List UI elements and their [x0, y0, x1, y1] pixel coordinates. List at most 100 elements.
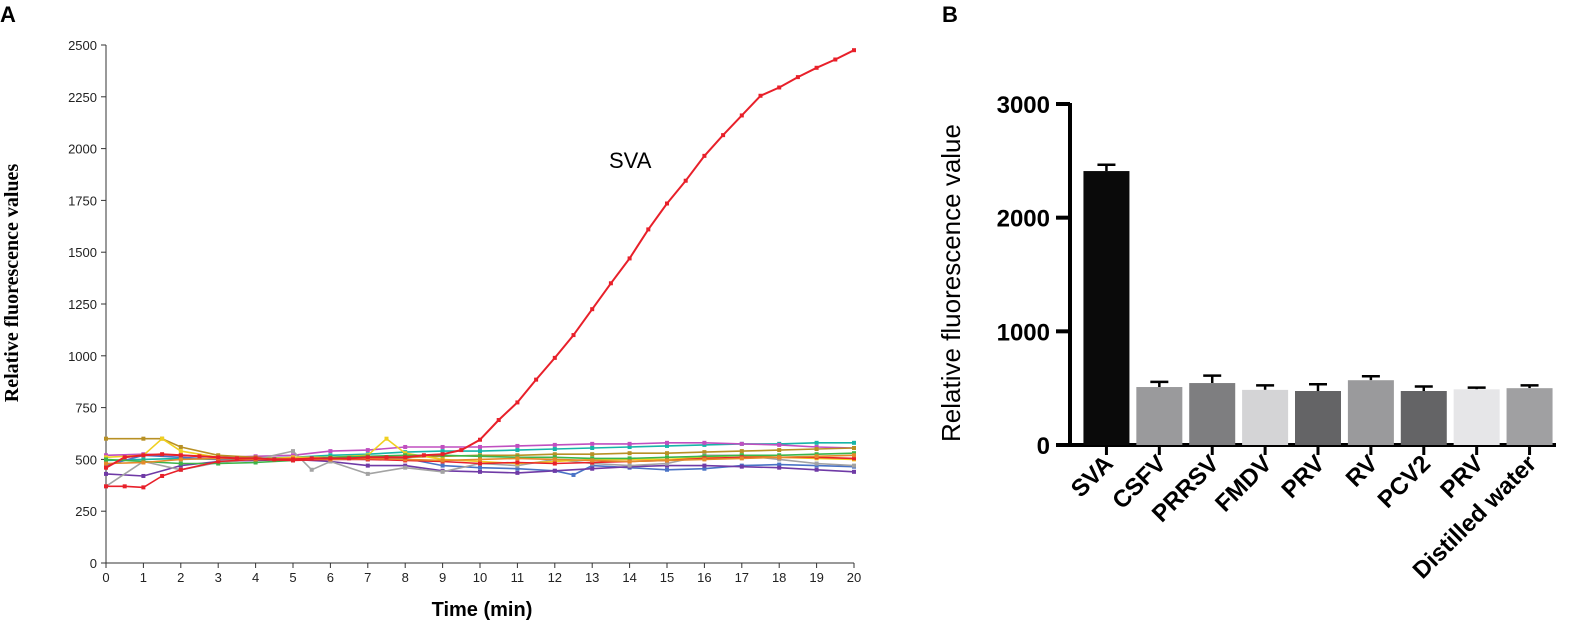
- y-tick-label-a: 1000: [68, 349, 97, 364]
- data-point-SVA: [608, 281, 613, 286]
- x-tick-label-a: 17: [735, 570, 749, 585]
- data-point-negative-8: [777, 453, 782, 458]
- data-point-negative-8: [478, 454, 482, 459]
- data-point-negative-5: [702, 463, 707, 468]
- data-point-negative-10: [852, 453, 856, 458]
- data-point-negative-9: [852, 456, 856, 461]
- data-point-negative-4: [571, 472, 576, 477]
- x-tick-label-a: 15: [660, 570, 674, 585]
- data-point-negative-1: [141, 457, 146, 462]
- data-point-negative-4: [590, 463, 595, 468]
- data-point-negative-6: [814, 461, 819, 466]
- data-point-negative-7: [478, 459, 482, 464]
- data-point-SVA: [197, 454, 202, 459]
- data-point-negative-5: [777, 465, 782, 470]
- data-point-negative-2: [478, 444, 482, 449]
- bar-prv: [1453, 389, 1500, 445]
- data-point-SVA: [365, 455, 370, 460]
- x-tick-label-a: 16: [697, 570, 711, 585]
- data-point-negative-6: [403, 465, 408, 470]
- y-tick-label-b: 0: [1037, 433, 1050, 460]
- data-point-negative-7: [160, 436, 165, 441]
- data-point-SVA: [253, 456, 258, 461]
- data-point-SVA: [646, 227, 651, 232]
- y-tick-label-a: 250: [75, 504, 97, 519]
- data-point-negative-1: [328, 453, 333, 458]
- data-point-negative-3: [178, 444, 183, 449]
- data-point-SVA: [122, 455, 127, 460]
- data-point-negative-8: [178, 461, 183, 466]
- data-point-negative-2: [665, 440, 669, 445]
- data-point-SVA: [627, 256, 632, 261]
- data-point-negative-5: [365, 463, 370, 468]
- series-line-SVA: [105, 49, 855, 469]
- data-point-negative-4: [702, 466, 707, 471]
- bar-fmdv: [1242, 389, 1289, 445]
- data-point-SVA: [141, 453, 146, 458]
- y-tick-label-a: 1250: [68, 297, 97, 312]
- data-point-negative-3: [739, 449, 744, 454]
- category-label: RV: [1341, 450, 1383, 492]
- data-point-negative-6: [777, 457, 782, 462]
- data-point-negative-10: [590, 458, 595, 463]
- data-point-negative-1: [515, 448, 520, 453]
- data-point-negative-7: [104, 455, 108, 460]
- panel-label-b: B: [942, 2, 958, 27]
- y-axis-title-b: Relative fluorescence value: [936, 124, 966, 442]
- data-point-negative-1: [702, 442, 707, 447]
- data-point-negative-8: [665, 455, 669, 460]
- data-point-negative-2: [814, 444, 819, 449]
- data-point-negative-5: [104, 471, 108, 476]
- y-tick-label-a: 2250: [68, 90, 97, 105]
- data-point-negative-4: [478, 465, 482, 470]
- category-label: FMDV: [1210, 450, 1277, 517]
- y-tick-label-a: 2000: [68, 142, 97, 157]
- data-point-negative-10: [440, 458, 445, 463]
- data-point-negative-8: [216, 461, 221, 466]
- data-point-negative-6: [309, 467, 314, 472]
- y-tick-label-b: 1000: [997, 319, 1050, 346]
- data-point-SVA: [160, 452, 165, 457]
- bar-pcv2: [1400, 391, 1447, 445]
- data-point-negative-8: [739, 453, 744, 458]
- x-tick-label-a: 10: [473, 570, 487, 585]
- data-point-SVA: [683, 178, 688, 183]
- data-point-negative-8: [590, 456, 595, 461]
- data-point-negative-8: [253, 460, 258, 465]
- data-point-negative-5: [665, 463, 669, 468]
- data-point-negative-9: [216, 459, 221, 464]
- data-point-negative-2: [627, 441, 632, 446]
- data-point-negative-8: [552, 455, 557, 460]
- y-tick-label-a: 500: [75, 452, 97, 467]
- data-point-negative-10: [627, 459, 632, 464]
- data-point-SVA: [272, 457, 277, 462]
- x-tick-label-a: 2: [177, 570, 184, 585]
- data-point-negative-1: [814, 440, 819, 445]
- x-tick-label-a: 3: [215, 570, 222, 585]
- data-point-negative-3: [515, 453, 520, 458]
- data-point-negative-9: [478, 461, 482, 466]
- data-point-negative-5: [141, 473, 146, 478]
- data-point-negative-5: [403, 463, 408, 468]
- x-tick-label-a: 0: [102, 570, 109, 585]
- bar-prv: [1295, 391, 1341, 445]
- data-point-negative-1: [440, 449, 445, 454]
- data-point-negative-5: [814, 467, 819, 472]
- data-point-negative-5: [478, 469, 482, 474]
- y-tick-label-a: 750: [75, 401, 97, 416]
- data-point-negative-5: [852, 469, 856, 474]
- data-point-negative-9: [160, 473, 165, 478]
- data-point-negative-8: [702, 454, 707, 459]
- data-point-SVA: [571, 333, 576, 338]
- data-point-SVA: [440, 452, 445, 457]
- x-tick-label-a: 9: [439, 570, 446, 585]
- data-point-SVA: [104, 465, 108, 470]
- data-point-SVA: [833, 57, 838, 62]
- data-point-SVA: [515, 400, 520, 405]
- data-point-negative-10: [552, 457, 557, 462]
- data-point-negative-1: [852, 440, 856, 445]
- data-point-negative-10: [814, 454, 819, 459]
- data-point-SVA: [478, 437, 482, 442]
- data-point-negative-2: [104, 453, 108, 458]
